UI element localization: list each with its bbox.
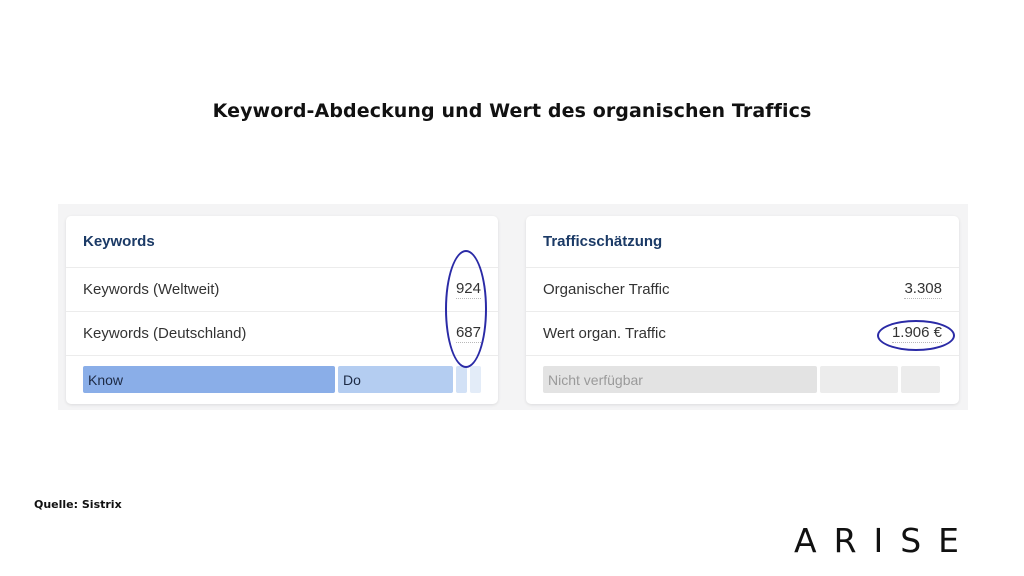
bar-segment <box>820 366 898 393</box>
row-label: Organischer Traffic <box>543 281 670 298</box>
search-intent-bar: Know Do <box>83 366 481 393</box>
source-note: Quelle: Sistrix <box>34 498 122 511</box>
organic-traffic-row: Organischer Traffic 3.308 <box>526 268 959 312</box>
slide-title: Keyword-Abdeckung und Wert des organisch… <box>212 100 812 122</box>
keywords-panel: Keywords Keywords (Weltweit) 924 Keyword… <box>66 216 498 404</box>
arise-logo: ARISE <box>794 521 977 560</box>
organic-traffic-value[interactable]: 3.308 <box>904 280 942 299</box>
traffic-bar: Nicht verfügbar <box>543 366 942 393</box>
row-label: Keywords (Deutschland) <box>83 325 247 342</box>
row-label: Wert organ. Traffic <box>543 325 666 342</box>
keywords-panel-title: Keywords <box>83 233 155 250</box>
traffic-panel-title: Trafficschätzung <box>543 233 663 250</box>
annotation-circle-keywords <box>445 250 487 368</box>
intent-segment[interactable] <box>470 366 481 393</box>
bar-segment <box>901 366 940 393</box>
row-label: Keywords (Weltweit) <box>83 281 220 298</box>
keywords-germany-row: Keywords (Deutschland) 687 <box>66 312 498 356</box>
annotation-circle-traffic-value <box>877 320 955 351</box>
intent-segment-know[interactable]: Know <box>83 366 335 393</box>
not-available-segment: Nicht verfügbar <box>543 366 817 393</box>
keywords-panel-header: Keywords <box>66 216 498 268</box>
intent-segment[interactable] <box>456 366 467 393</box>
traffic-panel-header: Trafficschätzung <box>526 216 959 268</box>
traffic-panel: Trafficschätzung Organischer Traffic 3.3… <box>526 216 959 404</box>
keywords-worldwide-row: Keywords (Weltweit) 924 <box>66 268 498 312</box>
intent-segment-do[interactable]: Do <box>338 366 453 393</box>
